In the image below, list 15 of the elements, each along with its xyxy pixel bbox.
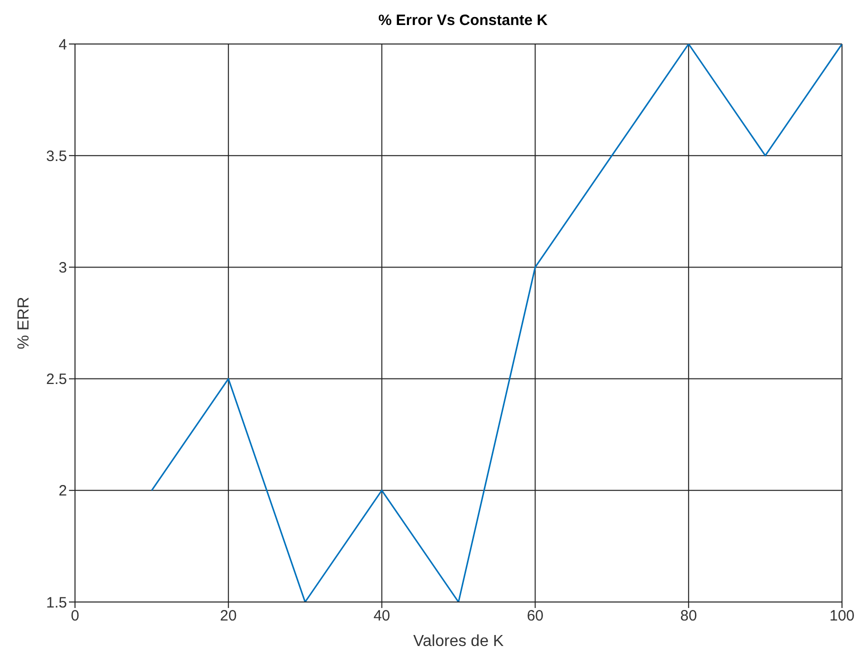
y-tick-label: 4	[58, 36, 67, 54]
x-tick-label: 0	[70, 608, 80, 625]
y-tick-label: 2.5	[46, 371, 67, 388]
x-axis-title: Valores de K	[413, 633, 504, 650]
y-tick-label: 1.5	[46, 594, 67, 612]
chart-title: % Error Vs Constante K	[377, 11, 549, 31]
x-tick-label: 20	[220, 608, 237, 625]
x-tick-label: 60	[526, 608, 544, 625]
y-axis-title: % ERR	[16, 296, 33, 350]
y-tick-label: 3.5	[46, 148, 67, 165]
x-tick-label: 100	[829, 608, 855, 625]
y-tick-label: 2	[58, 482, 67, 500]
x-tick-label: 80	[680, 608, 697, 625]
x-tick-label: 40	[373, 608, 390, 625]
y-tick-label: 3	[58, 260, 67, 277]
